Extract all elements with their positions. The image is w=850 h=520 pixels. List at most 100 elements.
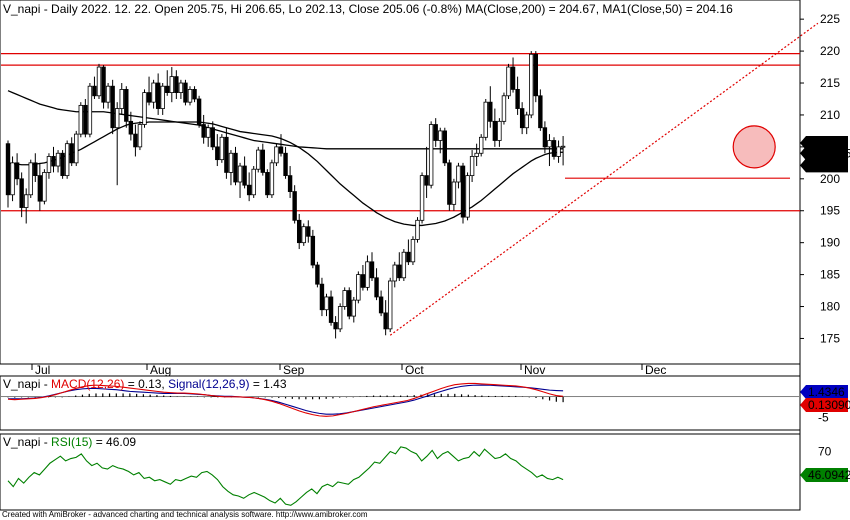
macd-histogram-bar (88, 393, 90, 397)
month-label: Oct (405, 363, 424, 377)
price-tick-label: 215 (820, 76, 840, 90)
macd-value: = 0.13, (124, 377, 168, 391)
macd-histogram-bar (406, 395, 409, 397)
candle-body (515, 89, 520, 109)
candle-body (133, 133, 138, 148)
price-tick-label: 180 (820, 300, 840, 314)
rsi-symbol: V_napi - (3, 435, 51, 449)
candle-body (337, 306, 343, 330)
macd-histogram-bar (379, 395, 381, 397)
macd-histogram-bar (372, 395, 375, 397)
macd-histogram-bar (454, 393, 456, 397)
candle-body (547, 140, 552, 148)
signal-badge: 1.4346 (808, 385, 845, 399)
candle-body (187, 89, 193, 103)
macd-histogram-bar (264, 396, 266, 398)
candle-body (442, 130, 447, 164)
candle-body (447, 162, 452, 205)
macd-histogram-bar (481, 395, 483, 397)
macd-histogram-bar (318, 396, 320, 400)
macd-histogram-bar (122, 393, 124, 397)
candle-body (556, 146, 561, 157)
candle-body (46, 156, 52, 173)
candle-body (283, 152, 288, 177)
ma200-badge: 204.675 (808, 146, 850, 160)
macd-histogram-bar (548, 396, 551, 401)
candle-body (142, 92, 147, 125)
candle-body (478, 136, 484, 154)
macd-title: V_napi - MACD(12,26) = 0.13, Signal(12,2… (3, 377, 287, 391)
candle-body (183, 82, 188, 103)
candle-body (205, 127, 211, 138)
candle-body (296, 219, 302, 244)
candle-body (155, 82, 161, 109)
candle-body (306, 226, 311, 237)
month-label: Sep (283, 363, 305, 377)
ma50-badge-bg (800, 158, 848, 173)
candle-body (174, 76, 179, 93)
candle-body (165, 85, 170, 93)
candle-body (60, 152, 65, 177)
ma200-line (7, 90, 564, 150)
candle-body (119, 89, 124, 109)
candle-body (5, 143, 11, 196)
candle-body (542, 127, 548, 148)
candle-body (146, 92, 152, 103)
candle-body (428, 124, 434, 186)
candle-body (460, 165, 466, 218)
month-label: Nov (524, 363, 545, 377)
candle-body (301, 226, 306, 244)
rsi-line (7, 446, 564, 506)
candle-body (192, 89, 197, 100)
candle-body (201, 124, 206, 138)
candle-body (469, 156, 475, 177)
candle-body (465, 175, 470, 218)
macd-histogram-bar (413, 395, 415, 397)
macd-histogram-bar (542, 396, 544, 400)
candle-body (401, 251, 407, 279)
macd-histogram-bar (142, 394, 144, 397)
macd-line (7, 382, 564, 417)
candle-body (424, 175, 429, 186)
macd-histogram-bar (460, 394, 463, 397)
macd-histogram-bar (149, 394, 151, 397)
macd-badge: 0.13090 (808, 398, 850, 412)
signal-value: = 1.43 (249, 377, 286, 391)
ma200-badge-bg (800, 146, 848, 161)
candle-body (410, 239, 416, 263)
candle-body (369, 261, 375, 279)
macd-histogram-bar (61, 396, 63, 398)
candle-body (78, 104, 83, 135)
macd-histogram-bar (312, 396, 314, 400)
price-tick-label: 220 (820, 44, 840, 58)
macd-lines (1, 382, 799, 417)
macd-histogram-bar (271, 396, 273, 398)
candle-body (378, 296, 384, 314)
macd-histogram-bar (521, 396, 524, 397)
macd-histogram-bar (203, 396, 205, 398)
macd-histogram-bar (386, 395, 388, 397)
macd-histogram-bar (291, 396, 293, 399)
candle-body (23, 194, 29, 208)
price-tick-label: 195 (820, 204, 840, 218)
resistance-lines (1, 53, 800, 212)
highlight-layer (732, 125, 776, 169)
candle-body (474, 152, 479, 157)
price-panel (0, 0, 801, 365)
candle-body (497, 120, 502, 141)
candle-body (260, 149, 265, 173)
highlight-circle (732, 125, 776, 169)
macd-histogram-bar (196, 396, 199, 397)
macd-histogram-bar (95, 393, 97, 397)
macd-histogram-bar (535, 396, 537, 399)
candle-body (87, 85, 93, 135)
macd-label: MACD(12,26) (51, 377, 124, 391)
month-label: Dec (645, 363, 666, 377)
macd-histogram-bar (136, 393, 138, 397)
candle-body (83, 104, 88, 135)
macd-histogram-bar (81, 394, 84, 397)
candle-body (210, 127, 215, 148)
rsi-lines (7, 446, 564, 506)
